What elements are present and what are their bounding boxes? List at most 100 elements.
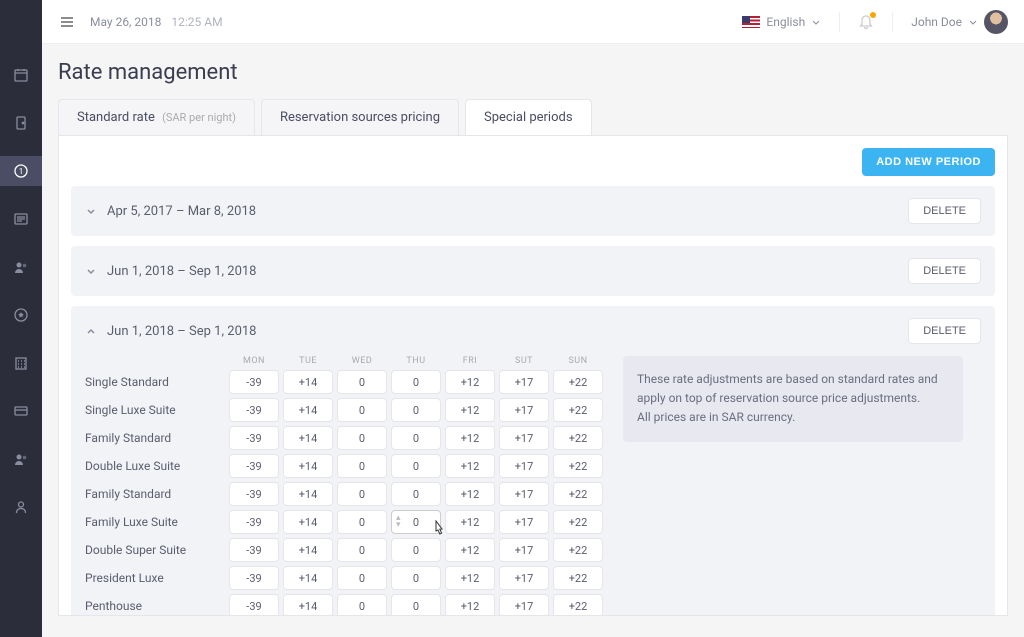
user-menu[interactable]: John Doe [911, 10, 1008, 34]
sidebar-item-card[interactable] [0, 396, 42, 426]
sidebar-item-list[interactable] [0, 204, 42, 234]
rate-cell[interactable]: +17 [499, 454, 549, 478]
rate-cell[interactable]: -39 [229, 370, 279, 394]
room-name: Single Luxe Suite [85, 403, 225, 417]
rate-cell[interactable]: +22 [553, 398, 603, 422]
rate-cell[interactable]: +14 [283, 398, 333, 422]
rate-cell[interactable]: -39 [229, 538, 279, 562]
rate-cell[interactable]: +17 [499, 426, 549, 450]
rate-cell[interactable]: +12 [445, 370, 495, 394]
tab-reservation-sources[interactable]: Reservation sources pricing [261, 99, 459, 135]
rate-cell[interactable]: 0 [391, 426, 441, 450]
rate-cell[interactable]: -39 [229, 566, 279, 590]
rate-cell[interactable]: +17 [499, 370, 549, 394]
sidebar-item-building[interactable] [0, 348, 42, 378]
rate-cell[interactable]: +17 [499, 538, 549, 562]
rate-cell[interactable]: -39 [229, 454, 279, 478]
room-name: Double Super Suite [85, 543, 225, 557]
rate-cell[interactable]: +14 [283, 538, 333, 562]
rate-cell[interactable]: +12 [445, 426, 495, 450]
rate-cell[interactable]: +14 [283, 566, 333, 590]
rate-cell[interactable]: 0 [337, 454, 387, 478]
day-header: SUT [499, 356, 549, 366]
rate-cell[interactable]: +12 [445, 594, 495, 616]
rate-cell[interactable]: 0 [337, 370, 387, 394]
period-header[interactable]: Jun 1, 2018 – Sep 1, 2018DELETE [71, 246, 995, 296]
chevron-down-icon [811, 17, 821, 27]
rate-cell[interactable]: +12 [445, 398, 495, 422]
period-header[interactable]: Apr 5, 2017 – Mar 8, 2018DELETE [71, 186, 995, 236]
rate-cell[interactable]: +22 [553, 426, 603, 450]
sidebar-item-rates[interactable]: 1 [0, 156, 42, 186]
rate-cell[interactable]: +22 [553, 510, 603, 534]
rate-cell[interactable]: 0 [391, 482, 441, 506]
day-header-row: MONTUEWEDTHUFRISUTSUN [85, 356, 603, 366]
chevron-down-icon[interactable] [85, 265, 97, 277]
rate-cell[interactable]: 0 [337, 482, 387, 506]
rate-cell[interactable]: -39 [229, 510, 279, 534]
rate-cell[interactable]: 0 [391, 566, 441, 590]
rate-cell[interactable]: +14 [283, 594, 333, 616]
rate-cell[interactable]: 0 [337, 538, 387, 562]
rate-cell[interactable]: +17 [499, 398, 549, 422]
rate-cell[interactable]: +22 [553, 370, 603, 394]
delete-button[interactable]: DELETE [908, 258, 981, 284]
chevron-up-icon[interactable] [85, 325, 97, 337]
rate-cell[interactable]: -39 [229, 482, 279, 506]
rate-cell[interactable]: +14 [283, 370, 333, 394]
table-row: Single Standard-39+1400+12+17+22 [85, 370, 603, 394]
rate-cell[interactable]: 0 [337, 398, 387, 422]
period: Jun 1, 2018 – Sep 1, 2018DELETE [71, 246, 995, 296]
sidebar-item-users-2[interactable] [0, 444, 42, 474]
rate-cell[interactable]: 0 [391, 538, 441, 562]
rate-cell[interactable]: +22 [553, 454, 603, 478]
rate-cell[interactable]: +14 [283, 482, 333, 506]
rate-cell[interactable]: +17 [499, 482, 549, 506]
rate-cell[interactable]: +12 [445, 538, 495, 562]
rate-cell[interactable]: +22 [553, 538, 603, 562]
rate-cell[interactable]: -39 [229, 594, 279, 616]
sidebar-item-star[interactable] [0, 300, 42, 330]
rate-cell[interactable]: -39 [229, 426, 279, 450]
tab-standard-rate[interactable]: Standard rate (SAR per night) [58, 99, 255, 135]
rate-cell[interactable]: +22 [553, 482, 603, 506]
rate-cell[interactable]: +12 [445, 566, 495, 590]
menu-icon[interactable] [58, 13, 76, 31]
rate-cell[interactable]: 0 [337, 510, 387, 534]
sidebar-item-door[interactable] [0, 108, 42, 138]
add-period-button[interactable]: ADD NEW PERIOD [862, 148, 995, 176]
rate-cell[interactable]: +12 [445, 454, 495, 478]
notification-icon[interactable] [858, 14, 874, 30]
rate-cell[interactable]: +17 [499, 594, 549, 616]
rate-cell[interactable]: 0 [391, 594, 441, 616]
chevron-down-icon[interactable] [85, 205, 97, 217]
rate-cell[interactable]: +12 [445, 510, 495, 534]
rate-cell[interactable]: -39 [229, 398, 279, 422]
delete-button[interactable]: DELETE [908, 198, 981, 224]
rate-cell[interactable]: +12 [445, 482, 495, 506]
delete-button[interactable]: DELETE [908, 318, 981, 344]
rate-cell[interactable]: +22 [553, 594, 603, 616]
period-header[interactable]: Jun 1, 2018 – Sep 1, 2018DELETE [71, 306, 995, 356]
rate-cell[interactable]: +17 [499, 510, 549, 534]
info-box: These rate adjustments are based on stan… [623, 356, 963, 442]
rate-cell[interactable]: +14 [283, 454, 333, 478]
rate-cell[interactable]: 0 [337, 566, 387, 590]
rate-cell[interactable]: ▴▾0 [391, 510, 441, 534]
rate-cell[interactable]: +17 [499, 566, 549, 590]
rate-cell[interactable]: 0 [391, 398, 441, 422]
sidebar-item-users[interactable] [0, 252, 42, 282]
table-row: President Luxe-39+1400+12+17+22 [85, 566, 603, 590]
rate-cell[interactable]: 0 [337, 426, 387, 450]
sidebar-item-calendar[interactable] [0, 60, 42, 90]
tab-special-periods[interactable]: Special periods [465, 99, 592, 135]
rate-cell[interactable]: 0 [337, 594, 387, 616]
sidebar-item-person[interactable] [0, 492, 42, 522]
rate-cell[interactable]: 0 [391, 370, 441, 394]
stepper-icon[interactable]: ▴▾ [396, 515, 401, 529]
rate-cell[interactable]: +14 [283, 426, 333, 450]
rate-cell[interactable]: +22 [553, 566, 603, 590]
rate-cell[interactable]: 0 [391, 454, 441, 478]
rate-cell[interactable]: +14 [283, 510, 333, 534]
language-selector[interactable]: English [742, 15, 821, 29]
